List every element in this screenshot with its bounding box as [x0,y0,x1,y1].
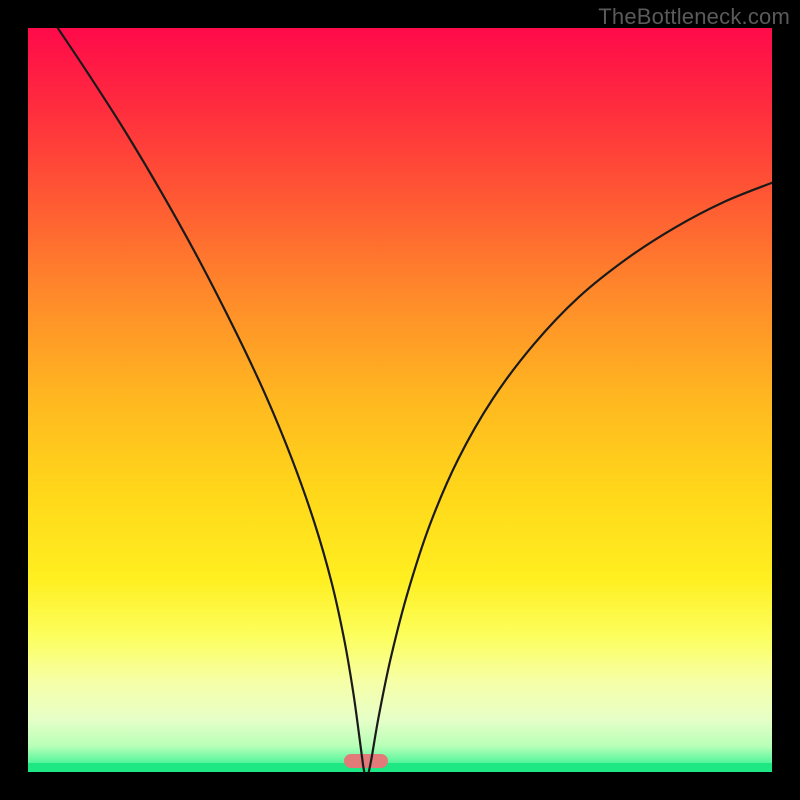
chart-container: TheBottleneck.com [0,0,800,800]
bottom-green-strip [28,763,772,772]
watermark-text: TheBottleneck.com [598,4,790,30]
gradient-background [28,28,772,772]
plot-area [28,28,772,772]
optimal-point-marker [344,754,388,768]
